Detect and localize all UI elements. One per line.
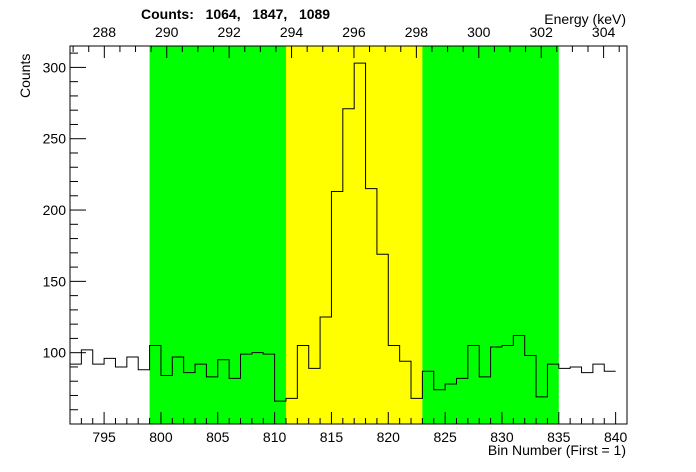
y-tick-label: 300 [43,59,67,75]
x2-tick-label: 304 [592,24,616,40]
x2-tick-label: 300 [467,24,491,40]
y-tick-label: 250 [43,131,67,147]
x2-tick-label: 288 [93,24,117,40]
x-tick-label: 830 [490,429,514,445]
x-tick-label: 815 [320,429,344,445]
x2-tick-label: 302 [530,24,554,40]
x-tick-label: 800 [149,429,173,445]
y-tick-label: 150 [43,273,67,289]
x-tick-label: 840 [604,429,628,445]
y-tick-label: 200 [43,202,67,218]
x-tick-label: 825 [433,429,457,445]
x2-tick-label: 296 [342,24,366,40]
y-tick-label: 100 [43,345,67,361]
x-tick-label: 795 [92,429,116,445]
plot-frame [69,45,628,425]
x-tick-label: 835 [547,429,571,445]
x2-tick-label: 290 [155,24,179,40]
x-tick-label: 805 [206,429,230,445]
x2-tick-label: 298 [405,24,429,40]
chart-title: Counts: 1064, 1847, 1089 [141,6,331,22]
x-tick-label: 820 [377,429,401,445]
top-axis-label: Energy (keV) [544,11,626,27]
histogram-line [70,62,616,402]
x2-tick-label: 292 [217,24,241,40]
x-axis-label: Bin Number (First = 1) [487,442,626,458]
x2-tick-label: 294 [280,24,304,40]
x-tick-label: 810 [263,429,287,445]
